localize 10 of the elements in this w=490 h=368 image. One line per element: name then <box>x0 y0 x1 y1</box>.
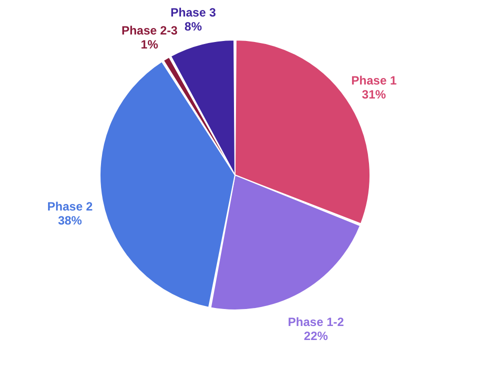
data-label: 8% <box>184 19 202 34</box>
slice-label: Phase 1-2 <box>288 315 344 330</box>
slice-label: Phase 2 <box>47 199 93 214</box>
slice-label: Phase 2-3 <box>121 23 178 38</box>
data-label: 38% <box>58 213 82 228</box>
slice-label: Phase 3 <box>170 5 216 20</box>
data-label: 1% <box>140 37 158 52</box>
slice-label: Phase 1 <box>351 74 397 88</box>
data-label: 31% <box>362 88 386 102</box>
data-label: 22% <box>304 329 328 344</box>
